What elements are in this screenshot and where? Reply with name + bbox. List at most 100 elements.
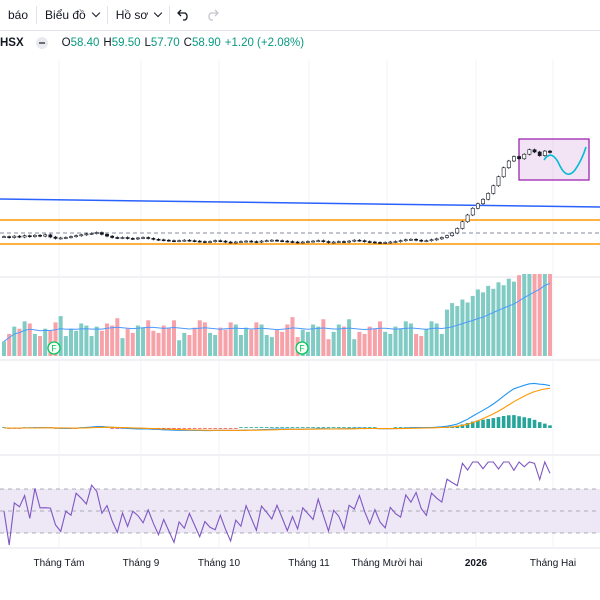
candle-body: [372, 241, 377, 244]
menu-bao[interactable]: báo: [0, 0, 36, 30]
volume-bar: [419, 336, 424, 356]
candle-body: [33, 234, 37, 237]
volume-bar: [146, 320, 151, 356]
candle-body: [249, 240, 254, 243]
candle-body: [244, 240, 248, 243]
macd-histogram-bar: [300, 427, 305, 428]
candle-body: [27, 235, 32, 237]
volume-bar: [429, 321, 434, 356]
macd-histogram-bar: [203, 428, 207, 429]
candle-body: [43, 234, 48, 237]
macd-histogram-bar: [496, 417, 501, 428]
macd-histogram-bar: [506, 415, 511, 428]
symbol-exchange[interactable]: HSX: [0, 37, 24, 49]
trend-line[interactable]: [0, 198, 600, 208]
candle-body: [470, 207, 475, 216]
volume-bar: [321, 319, 326, 356]
volume-bar: [522, 274, 527, 356]
volume-bar: [532, 274, 537, 356]
volume-bar: [68, 328, 73, 356]
menu-ho-so[interactable]: Hồ sơ: [108, 0, 170, 30]
candle-body: [352, 239, 357, 242]
volume-bar: [434, 323, 439, 356]
volume-bar: [486, 285, 491, 356]
candle-body: [187, 239, 192, 242]
candle-body: [378, 242, 382, 244]
volume-marker-label: F: [299, 344, 305, 354]
candle-body: [409, 239, 413, 241]
change-value: +1.20 (+2.08%): [224, 37, 305, 49]
macd-histogram-bar: [177, 428, 181, 429]
candle-body: [151, 238, 156, 240]
candle-body: [455, 228, 460, 234]
macd-histogram-bar: [187, 428, 192, 429]
projection-curve[interactable]: [543, 146, 587, 175]
x-axis-label: Tháng Mười hai: [351, 558, 422, 569]
vertical-grid: [58, 60, 554, 548]
candle-body: [69, 236, 73, 238]
eye-icon[interactable]: [35, 37, 48, 49]
close-value: 58.90: [191, 37, 221, 49]
candle-body: [115, 237, 120, 239]
volume-bar: [542, 274, 547, 356]
macd-histogram-bar: [337, 427, 341, 428]
high-value: 59.50: [111, 37, 141, 49]
candle-body: [146, 237, 151, 239]
candle-body: [367, 241, 372, 243]
macd-histogram-bar: [244, 427, 248, 428]
volume-bar: [120, 338, 125, 356]
candle-body: [264, 240, 269, 242]
volume-bar: [208, 332, 213, 356]
projection-box[interactable]: [518, 138, 590, 181]
macd-histogram-bar: [362, 427, 367, 428]
candle-body: [321, 240, 326, 242]
macd-histogram-bar: [460, 424, 465, 428]
macd-histogram-bar: [465, 423, 470, 428]
volume-bar: [285, 324, 290, 356]
volume-bar: [177, 340, 182, 356]
redo-button[interactable]: [198, 0, 226, 30]
macd-histogram-bar: [259, 427, 264, 428]
volume-bar: [161, 325, 166, 356]
candle-body: [347, 240, 352, 243]
candle-body: [105, 234, 109, 237]
menu-bieu-do[interactable]: Biểu đồ: [37, 0, 107, 30]
candlestick-series: [2, 148, 552, 245]
volume-bar: [378, 321, 383, 356]
undo-button[interactable]: [170, 0, 198, 30]
volume-bar: [233, 324, 238, 356]
volume-marker[interactable]: F: [47, 341, 61, 355]
volume-bar: [408, 323, 413, 356]
macd-histogram-bar: [398, 427, 403, 428]
candle-body: [177, 240, 182, 242]
candle-body: [254, 241, 259, 243]
undo-icon: [177, 9, 188, 21]
macd-histogram-bar: [501, 415, 506, 428]
macd-histogram-bar: [239, 427, 243, 428]
macd-histogram-bar: [115, 428, 120, 429]
macd-histogram-bar: [532, 419, 537, 428]
volume-bar: [171, 320, 176, 356]
macd-histogram-bar: [548, 425, 552, 428]
volume-bar: [151, 330, 156, 356]
macd-histogram-bar: [522, 417, 527, 428]
volume-bar: [424, 328, 429, 356]
high-key: H: [103, 37, 112, 49]
candle-body: [290, 241, 295, 243]
volume-marker[interactable]: F: [295, 341, 309, 355]
candle-body: [548, 150, 552, 153]
candle-body: [84, 233, 89, 236]
volume-bar: [259, 324, 264, 356]
candle-body: [460, 221, 465, 229]
volume-bar: [460, 299, 465, 356]
candle-body: [419, 239, 424, 242]
volume-bar: [84, 325, 89, 356]
candle-body: [537, 151, 542, 156]
candle-body: [275, 239, 279, 242]
low-key: L: [144, 37, 151, 49]
candle-body: [295, 241, 300, 244]
macd-histogram-bar: [270, 427, 274, 428]
macd-histogram-bar: [254, 427, 259, 428]
volume-bar: [496, 282, 501, 356]
